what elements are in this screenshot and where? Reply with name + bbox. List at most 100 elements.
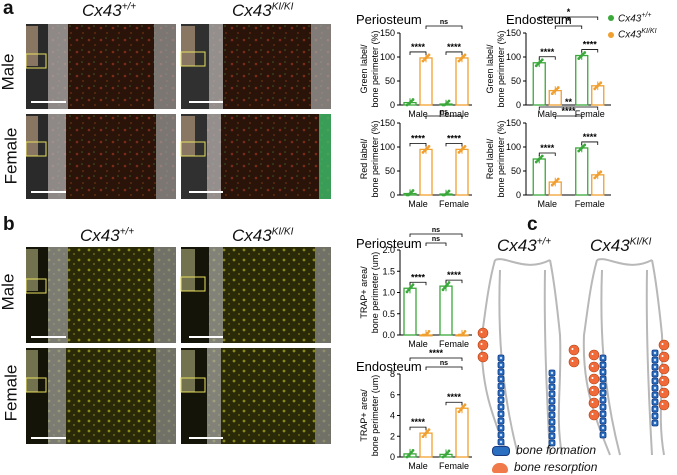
chart-b_endo: Endosteum 0 2 4 6 8 TRAP+ area/bone perimeter … bbox=[356, 348, 472, 471]
bar bbox=[455, 57, 469, 106]
x-tick-label: Female bbox=[575, 109, 605, 119]
resorption-marker bbox=[477, 339, 489, 351]
bar bbox=[575, 147, 589, 196]
significance-bracket bbox=[538, 152, 556, 156]
formation-marker-dot bbox=[499, 391, 503, 395]
formation-marker-dot bbox=[601, 426, 605, 430]
significance-label: * bbox=[567, 7, 571, 17]
data-point bbox=[447, 99, 451, 103]
y-tick-label: 50 bbox=[385, 166, 395, 176]
legend: Cx43+/+ Cx43KI/KI bbox=[608, 12, 657, 41]
formation-marker-dot bbox=[653, 400, 657, 404]
formation-marker-dot bbox=[550, 371, 554, 375]
bar bbox=[455, 148, 469, 196]
micrograph-female-ki bbox=[180, 114, 331, 199]
genotype-header-ki-a: Cx43KI/KI bbox=[232, 1, 294, 20]
x-tick-label: Male bbox=[537, 199, 557, 209]
significance-bracket bbox=[409, 357, 463, 361]
y-axis-label: TRAP+ area/bone perimeter (um) bbox=[359, 252, 380, 334]
significance-bracket bbox=[538, 56, 556, 60]
resorption-marker-dot bbox=[591, 353, 594, 355]
y-tick-label: 50 bbox=[511, 76, 521, 86]
x-tick-label: Male bbox=[408, 461, 428, 471]
data-point bbox=[599, 170, 603, 174]
y-tick-label: 2 bbox=[390, 431, 395, 441]
significance-bracket bbox=[425, 366, 463, 370]
y-tick-label: 150 bbox=[380, 28, 395, 38]
chart-title: Endosteum bbox=[356, 359, 422, 374]
resorption-marker bbox=[658, 339, 670, 351]
formation-marker-dot bbox=[499, 433, 503, 437]
resorption-marker-dot bbox=[661, 391, 664, 393]
data-point bbox=[540, 154, 544, 158]
formation-marker-dot bbox=[653, 421, 657, 425]
resorption-marker-dot bbox=[480, 331, 483, 333]
micrographs-panel-b bbox=[26, 247, 331, 444]
data-point bbox=[447, 189, 451, 193]
y-tick-label: 2.0 bbox=[382, 245, 395, 255]
y-tick-label: 1.0 bbox=[382, 288, 395, 298]
data-point bbox=[463, 144, 467, 148]
resorption-marker-dot bbox=[591, 413, 594, 415]
formation-marker-dot bbox=[550, 420, 554, 424]
resorption-marker-dot bbox=[591, 389, 594, 391]
resorption-marker-dot bbox=[661, 403, 664, 405]
data-point bbox=[463, 53, 467, 57]
data-point bbox=[411, 189, 415, 192]
y-axis-label: Red label/bone perimeter (%) bbox=[485, 120, 506, 197]
data-point bbox=[583, 51, 587, 54]
formation-marker-dot bbox=[653, 351, 657, 355]
y-tick-label: 100 bbox=[506, 142, 521, 152]
significance-label: **** bbox=[411, 133, 426, 143]
formation-marker-dot bbox=[499, 405, 503, 409]
resorption-marker bbox=[568, 356, 580, 368]
resorption-marker-dot bbox=[480, 343, 483, 345]
data-point bbox=[427, 330, 431, 333]
legend-item-ki: Cx43KI/KI bbox=[608, 28, 657, 41]
panel-label-b: b bbox=[3, 214, 15, 235]
formation-marker-dot bbox=[653, 358, 657, 362]
data-point bbox=[447, 449, 451, 453]
significance-label: **** bbox=[447, 133, 462, 143]
data-point bbox=[583, 143, 587, 147]
legend-swatch-wt bbox=[608, 15, 614, 22]
resorption-marker bbox=[658, 387, 670, 399]
data-point bbox=[540, 58, 544, 62]
panel-label-a: a bbox=[3, 0, 14, 19]
y-tick-label: 150 bbox=[380, 118, 395, 128]
formation-marker-dot bbox=[499, 384, 503, 388]
formation-marker-dot bbox=[550, 441, 554, 445]
x-tick-label: Male bbox=[408, 339, 428, 349]
formation-marker-dot bbox=[550, 399, 554, 403]
bar bbox=[403, 287, 417, 336]
significance-bracket bbox=[425, 242, 447, 246]
formation-marker-dot bbox=[499, 356, 503, 360]
resorption-marker-dot bbox=[661, 355, 664, 357]
bar bbox=[455, 407, 469, 458]
resorption-marker bbox=[658, 363, 670, 375]
y-tick-label: 0.5 bbox=[382, 309, 395, 319]
formation-marker-dot bbox=[550, 385, 554, 389]
formation-marker-dot bbox=[601, 377, 605, 381]
micrograph-male-wt-b bbox=[26, 247, 176, 343]
significance-bracket bbox=[409, 281, 427, 286]
genotype-header-ki-b: Cx43KI/KI bbox=[232, 226, 294, 245]
formation-marker-dot bbox=[601, 412, 605, 416]
formation-marker-dot bbox=[499, 377, 503, 381]
resorption-marker-dot bbox=[661, 379, 664, 381]
resorption-marker bbox=[658, 375, 670, 387]
bone-schematic bbox=[477, 258, 670, 456]
formation-marker-dot bbox=[653, 379, 657, 383]
formation-marker-dot bbox=[601, 370, 605, 374]
schematic-title-ki: Cx43KI/KI bbox=[590, 236, 652, 255]
formation-marker-dot bbox=[653, 386, 657, 390]
formation-marker-dot bbox=[601, 384, 605, 388]
genotype-header-wt-b: Cx43+/+ bbox=[80, 226, 135, 245]
formation-marker-dot bbox=[550, 434, 554, 438]
significance-label: **** bbox=[447, 42, 462, 52]
